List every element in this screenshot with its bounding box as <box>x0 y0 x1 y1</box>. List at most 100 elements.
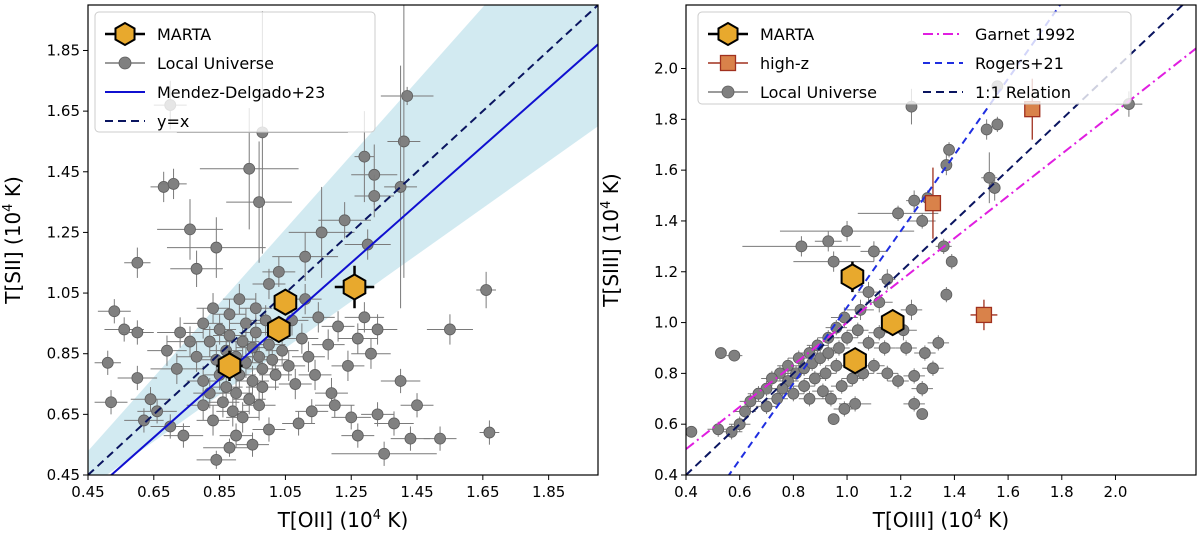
local-marker <box>792 352 805 365</box>
local-marker <box>368 190 381 202</box>
x-tick-label: 1.25 <box>335 483 368 501</box>
local-point-66 <box>239 293 273 324</box>
local-marker <box>305 405 318 418</box>
x-axis-label-exponent: 4 <box>974 508 982 523</box>
local-marker <box>827 255 840 268</box>
local-marker <box>302 350 315 363</box>
highz-marker <box>924 195 942 212</box>
local-marker <box>365 347 377 360</box>
local-marker <box>230 429 242 442</box>
local-point-33 <box>219 423 253 448</box>
local-marker <box>292 417 305 430</box>
local-point-5 <box>943 142 955 158</box>
local-marker <box>712 423 725 436</box>
x-tick-label: 1.65 <box>466 483 499 501</box>
local-marker <box>822 235 835 248</box>
local-point-10 <box>906 190 923 211</box>
local-point-86 <box>301 302 335 333</box>
y-tick-label: 1.85 <box>47 41 80 59</box>
local-point-44 <box>196 293 230 324</box>
local-point-90 <box>331 350 365 381</box>
local-point-81 <box>820 391 842 407</box>
relation-line-1 <box>88 5 598 475</box>
local-point-42 <box>190 326 230 357</box>
local-marker <box>190 262 203 275</box>
legend: MARTA high-z Local Universe Garnet 1992 Roge… <box>697 11 1132 105</box>
highz-marker <box>975 306 993 324</box>
local-point-58 <box>836 330 858 346</box>
x-tick-label: 1.0 <box>835 483 859 501</box>
local-marker <box>328 399 341 412</box>
y-tick-label: 1.65 <box>47 102 80 120</box>
local-point-84 <box>292 341 325 372</box>
local-point-91 <box>338 323 378 354</box>
local-marker <box>253 196 265 208</box>
local-point-31 <box>196 450 237 469</box>
local-marker <box>243 162 256 175</box>
legend-item-1: high-z <box>708 54 809 73</box>
x-tick-label: 0.4 <box>674 483 698 501</box>
local-marker <box>358 311 371 324</box>
local-marker <box>223 441 236 454</box>
local-point-72 <box>876 365 899 381</box>
local-marker <box>325 387 338 400</box>
y-tick-label: 1.6 <box>654 161 678 179</box>
plot-area <box>686 5 1196 475</box>
local-point-79 <box>272 350 306 381</box>
local-point-12 <box>226 141 292 263</box>
x-tick-label: 1.4 <box>942 483 966 501</box>
local-point-99 <box>331 441 437 466</box>
relation-line-0 <box>686 47 1196 450</box>
local-point-52 <box>828 340 850 356</box>
local-point-55 <box>804 370 826 387</box>
local-point-20 <box>860 241 888 262</box>
local-marker <box>480 284 493 296</box>
local-point-2 <box>384 65 418 309</box>
local-point-20 <box>97 299 131 324</box>
left-panel: 0.45 0.65 0.85 1.05 1.25 1.45 1.65 1.85 0.45 0.65… <box>1 4 599 532</box>
local-point-69 <box>242 390 276 421</box>
x-tick-label: 0.8 <box>781 483 805 501</box>
local-marker <box>841 331 853 344</box>
legend-label: Local Universe <box>760 83 877 102</box>
local-marker <box>197 317 210 330</box>
local-marker <box>351 429 364 442</box>
local-point-82 <box>914 345 936 361</box>
local-point-85 <box>298 359 332 391</box>
local-marker <box>867 359 880 372</box>
local-marker <box>980 123 993 136</box>
x-tick-label: 0.65 <box>137 483 170 501</box>
marta-point-2 <box>843 347 867 375</box>
y-tick-label: 1.0 <box>654 314 678 332</box>
local-point-101 <box>380 368 421 394</box>
local-marker <box>184 223 196 236</box>
local-point-64 <box>755 398 778 415</box>
local-marker <box>269 369 282 381</box>
local-marker <box>197 375 210 387</box>
local-point-24 <box>94 390 128 415</box>
local-point-34 <box>147 335 187 366</box>
marta-point-0 <box>840 261 865 293</box>
local-marker <box>345 411 358 424</box>
local-marker <box>177 429 190 442</box>
local-marker <box>240 317 252 330</box>
local-marker <box>945 255 958 268</box>
local-marker <box>266 353 279 366</box>
x-axis-label-main: T[OIII] (10 <box>872 508 974 532</box>
local-point-107 <box>479 420 500 445</box>
local-marker <box>207 302 219 315</box>
local-marker <box>220 381 233 393</box>
local-point-36 <box>157 317 204 348</box>
local-point-104 <box>423 426 457 451</box>
local-point-76 <box>259 359 292 391</box>
local-point-18 <box>170 250 223 287</box>
plot-area <box>88 5 598 475</box>
legend-item-2: Local Universe <box>708 83 877 102</box>
local-marker <box>803 392 816 405</box>
local-marker <box>411 399 423 412</box>
local-point-54 <box>216 396 250 427</box>
local-point-34 <box>788 350 810 366</box>
local-point-106 <box>476 271 496 309</box>
local-marker <box>816 385 829 398</box>
local-marker <box>908 370 921 382</box>
